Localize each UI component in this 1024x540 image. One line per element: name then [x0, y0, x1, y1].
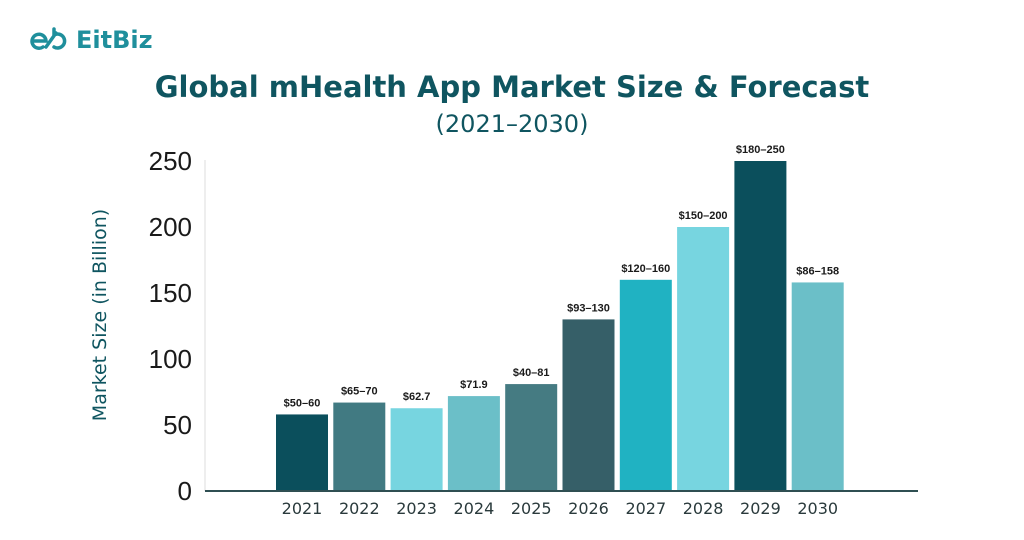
x-tick-label: 2022: [339, 499, 380, 518]
brand-name: EitBiz: [76, 26, 153, 54]
bar-2023: [390, 408, 443, 491]
x-tick-label: 2025: [511, 499, 552, 518]
bar-2025: [505, 384, 558, 491]
brand-logo: EitBiz: [28, 26, 153, 54]
chart-subtitle: (2021–2030): [435, 110, 589, 138]
data-label-2023: $62.7: [403, 391, 431, 403]
bar-2022: [333, 402, 386, 491]
data-label-2025: $40–81: [513, 367, 550, 379]
y-tick-label: 50: [163, 410, 192, 440]
x-tick-label: 2026: [568, 499, 609, 518]
data-label-2027: $120–160: [621, 263, 670, 275]
bar-2024: [447, 396, 500, 491]
y-tick-label: 250: [149, 146, 192, 176]
x-tick-label: 2030: [797, 499, 838, 518]
chart-title: Global mHealth App Market Size & Forecas…: [154, 70, 870, 104]
y-tick-label: 150: [149, 278, 192, 308]
bar-2028: [677, 227, 730, 491]
data-label-2026: $93–130: [567, 302, 610, 314]
bar-2021: [276, 414, 328, 491]
data-label-2024: $71.9: [460, 379, 488, 391]
data-label-2028: $150–200: [679, 210, 728, 222]
x-tick-label: 2021: [282, 499, 323, 518]
y-tick-label: 0: [178, 476, 192, 506]
bar-2029: [734, 161, 787, 491]
x-tick-label: 2027: [625, 499, 666, 518]
bar-2027: [619, 279, 672, 491]
x-tick-label: 2023: [396, 499, 437, 518]
y-axis-label: Market Size (in Billion): [89, 209, 111, 421]
x-tick-label: 2028: [683, 499, 724, 518]
data-label-2029: $180–250: [736, 144, 785, 156]
eitbiz-logo-icon: [30, 27, 67, 50]
bar-2026: [562, 319, 615, 491]
data-label-2022: $65–70: [341, 386, 378, 398]
y-tick-label: 100: [149, 344, 192, 374]
x-tick-label: 2024: [454, 499, 495, 518]
x-tick-label: 2029: [740, 499, 781, 518]
data-label-2021: $50–60: [284, 397, 321, 409]
data-label-2030: $86–158: [796, 265, 839, 277]
bar-2030: [791, 282, 844, 491]
y-tick-label: 200: [149, 212, 192, 242]
